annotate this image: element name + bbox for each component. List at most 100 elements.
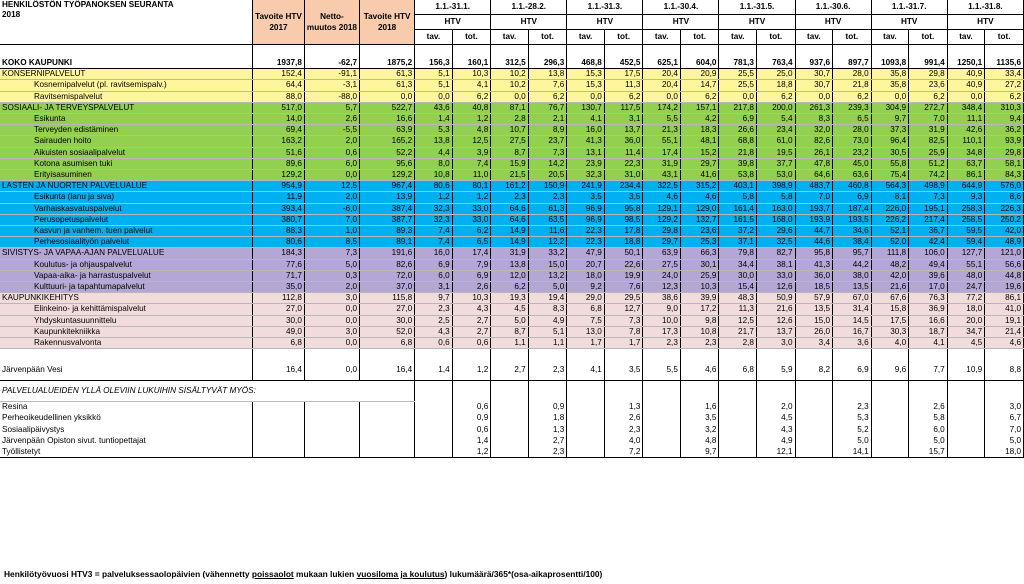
included-label: Järvenpään Opiston sivut. tuntiopettajat [0,435,254,447]
value-cell: 38,6 [642,292,681,305]
value-cell: 781,3 [718,57,757,70]
empty-cell [756,380,796,402]
value-cell: 7,0 [908,113,948,126]
value-cell: 34,4 [718,259,757,271]
value-cell: 49,0 [252,326,305,339]
value-cell: 30,3 [871,326,910,339]
empty-cell [490,348,529,360]
included-value: 0,9 [452,412,492,425]
value-cell: 5,1 [414,79,453,92]
value-cell: 61,3 [359,68,416,81]
value-cell: 0,0 [947,91,986,103]
value-cell: 36,0 [604,135,644,148]
value-cell: 13,8 [414,135,453,148]
table-row: KAUPUNKIKEHITYS 112,8 3,0 115,8 9,7 10,3 19,3 1… [0,292,1024,305]
value-cell: 13,0 [566,326,605,339]
included-value: 9,7 [680,446,720,459]
value-cell: 96,9 [566,214,605,227]
value-cell: 43,6 [414,101,453,115]
value-cell: 5,1 [414,68,453,81]
value-cell: 77,6 [252,259,305,271]
header-row-3: tav. tot. tav. tot. tav. tot. tav. tot. tav. tot.… [0,29,1024,45]
value-cell: 3,6 [832,337,872,350]
value-cell: 967,4 [359,180,416,193]
value-cell: 10,2 [490,68,529,81]
value-cell: 1,2 [452,359,492,382]
value-cell: 403,1 [718,180,757,193]
footnote-underline-2: vuosiloma ja koulutus [356,569,445,579]
value-cell: 0,0 [304,169,361,182]
value-cell: 15,0 [795,315,834,327]
value-cell: 161,5 [718,214,757,227]
value-cell: 50,9 [756,292,796,305]
value-cell: 129,2 [642,214,681,227]
value-cell: 0,0 [718,91,757,103]
value-cell: 21,6 [756,303,796,316]
value-cell: 30,1 [680,259,720,271]
value-cell: 193,7 [795,203,834,215]
value-cell: 3,1 [414,281,453,294]
table-row-sub: Yhdyskuntasuunnittelu 30,0 0,0 30,0 2,5 2,7 5,… [0,315,1024,327]
empty-cell [304,446,361,459]
table-row-sub: Kulttuuri- ja tapahtumapalvelut 35,0 2,0 37… [0,281,1024,294]
value-cell: 2,0 [304,191,361,204]
value-cell: 2,3 [490,191,529,204]
value-cell: 32,3 [414,214,453,227]
htv-header: HTV [490,14,568,30]
value-cell: 61,3 [359,79,416,92]
value-cell: 13,8 [528,68,568,81]
value-cell: 12,3 [642,281,681,294]
table-row-sub: Rakennusvalvonta 6,8 0,0 6,8 0,6 0,6 1,1 1,1 1,7… [0,337,1024,350]
value-cell: 5,3 [414,124,453,137]
value-cell: 32,3 [414,203,453,215]
included-value: 5,2 [832,424,872,436]
value-cell: 130,7 [566,101,605,115]
value-cell: 7,0 [795,191,834,204]
value-cell: 8,0 [414,158,453,171]
value-cell: 22,6 [604,259,644,271]
empty-cell [566,412,605,425]
value-cell: 0,0 [304,337,361,350]
included-value: 1,4 [452,435,492,447]
empty-cell [304,412,361,425]
row-label: Perusopetuspalvelut [0,214,254,227]
value-cell: 35,0 [252,281,305,294]
value-cell: 22,3 [604,158,644,171]
staff-workload-table: HENKILÖSTÖN TYÖPANOKSEN SEURANTA 2018 Ta… [0,0,1024,459]
value-cell: 93,9 [984,135,1024,148]
value-cell: 2,3 [414,303,453,316]
value-cell: 296,3 [528,57,568,70]
empty-cell [359,446,416,459]
table-row-sub: Aikuisten sosiaalipalvelut 51,6 0,6 52,2 4,4… [0,147,1024,159]
row-label: Kulttuuri- ja tapahtumapalvelut [0,281,254,294]
row-label: Erityisasuminen [0,169,254,182]
value-cell: 161,2 [490,180,529,193]
value-cell: 39,6 [908,270,948,283]
value-cell: 4,6 [680,191,720,204]
included-value: 5,3 [832,412,872,425]
tot-subheader: tot. [604,29,644,45]
value-cell: 163,2 [252,135,305,148]
value-cell: 69,4 [252,124,305,137]
value-cell: 625,1 [642,57,681,70]
value-cell: 11,3 [604,79,644,92]
tot-subheader: tot. [832,29,872,45]
empty-cell [947,380,986,402]
value-cell: 9,3 [947,191,986,204]
value-cell: 64,6 [795,169,834,182]
value-cell: 0,0 [304,315,361,327]
value-cell: 26,1 [795,147,834,159]
value-cell: 88,0 [252,91,305,103]
value-cell: 4,1 [566,359,605,382]
empty-cell [566,380,605,402]
value-cell: 82,6 [359,259,416,271]
value-cell: 89,1 [359,236,416,249]
value-cell: 217,4 [908,214,948,227]
empty-cell [0,44,254,58]
value-cell: 187,4 [832,203,872,215]
included-value: 6,0 [908,424,948,436]
value-cell: 30,7 [795,68,834,81]
value-cell: 32,3 [566,169,605,182]
value-cell: 3,1 [604,113,644,126]
